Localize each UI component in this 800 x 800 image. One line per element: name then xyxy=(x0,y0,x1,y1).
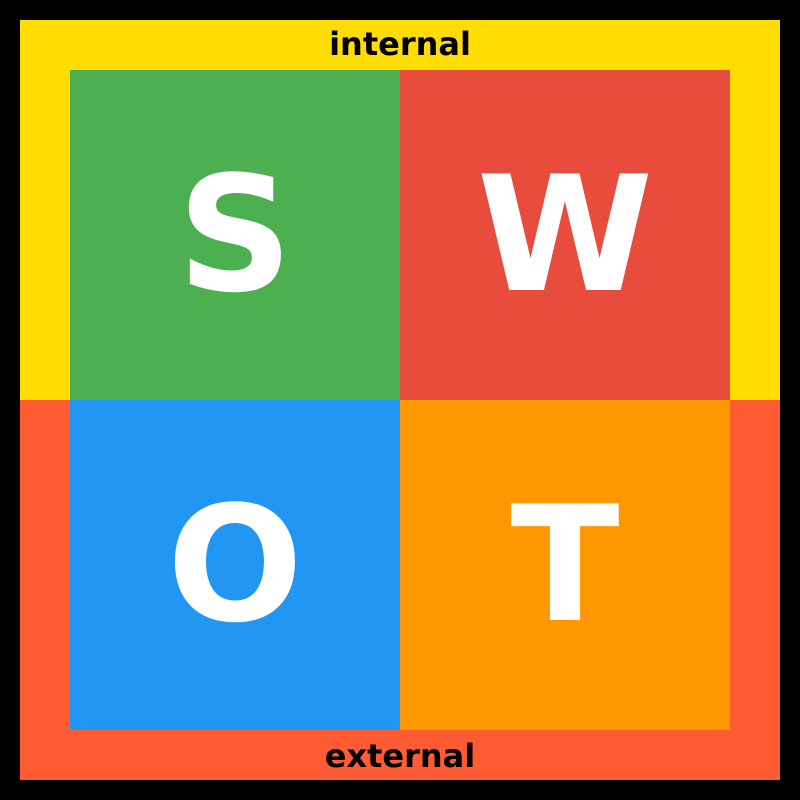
cell-strengths: S xyxy=(70,70,400,400)
letter-t: T xyxy=(510,485,619,645)
swot-diagram: internal external S W O T xyxy=(20,20,780,780)
letter-w: W xyxy=(477,155,653,315)
cell-weaknesses: W xyxy=(400,70,730,400)
letter-s: S xyxy=(177,155,292,315)
letter-o: O xyxy=(167,485,303,645)
swot-grid: S W O T xyxy=(70,70,730,730)
cell-threats: T xyxy=(400,400,730,730)
external-label: external xyxy=(20,740,780,772)
internal-label: internal xyxy=(20,28,780,60)
cell-opportunities: O xyxy=(70,400,400,730)
